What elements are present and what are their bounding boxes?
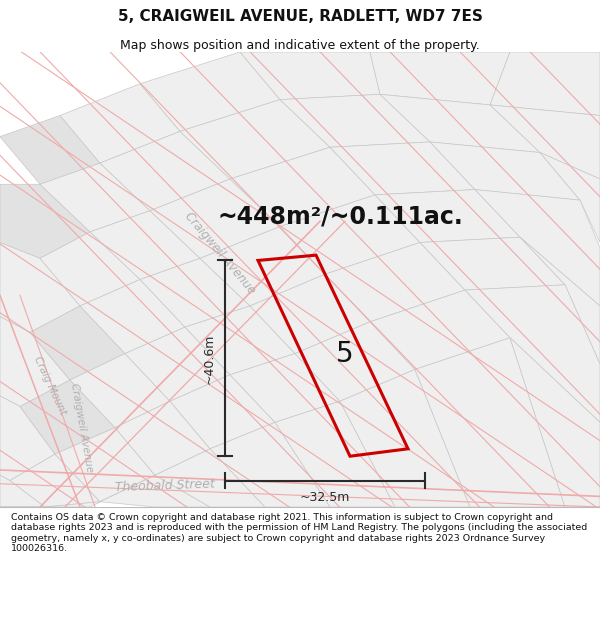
Polygon shape — [230, 354, 340, 422]
Polygon shape — [100, 475, 210, 507]
Text: ~40.6m: ~40.6m — [203, 333, 215, 384]
Polygon shape — [420, 237, 565, 290]
Polygon shape — [140, 52, 280, 131]
Polygon shape — [280, 94, 430, 148]
Polygon shape — [0, 475, 155, 507]
Polygon shape — [370, 52, 510, 105]
Polygon shape — [465, 285, 600, 422]
Polygon shape — [40, 163, 150, 232]
Polygon shape — [325, 242, 465, 322]
Polygon shape — [0, 242, 80, 332]
Polygon shape — [280, 195, 420, 274]
Text: ~32.5m: ~32.5m — [300, 491, 350, 504]
Text: ~448m²/~0.111ac.: ~448m²/~0.111ac. — [217, 204, 463, 228]
Text: Craigweil Avenue: Craigweil Avenue — [182, 209, 258, 297]
Polygon shape — [490, 52, 600, 116]
Polygon shape — [275, 401, 395, 507]
Polygon shape — [210, 422, 330, 507]
Text: Map shows position and indicative extent of the property.: Map shows position and indicative extent… — [120, 39, 480, 52]
Polygon shape — [170, 375, 275, 449]
Polygon shape — [380, 94, 540, 152]
Polygon shape — [30, 306, 125, 380]
Text: Theobald Street: Theobald Street — [115, 478, 215, 494]
Text: 5, CRAIGWEIL AVENUE, RADLETT, WD7 7ES: 5, CRAIGWEIL AVENUE, RADLETT, WD7 7ES — [118, 9, 482, 24]
Polygon shape — [490, 105, 600, 179]
Polygon shape — [510, 338, 600, 507]
Polygon shape — [540, 152, 600, 242]
Polygon shape — [125, 327, 230, 401]
Polygon shape — [240, 52, 380, 99]
Text: Craigweil Avenue: Craigweil Avenue — [69, 382, 95, 473]
Polygon shape — [230, 148, 375, 227]
Polygon shape — [55, 428, 155, 502]
Polygon shape — [90, 211, 200, 279]
Polygon shape — [40, 232, 140, 306]
Polygon shape — [415, 338, 565, 507]
Polygon shape — [0, 184, 90, 258]
Polygon shape — [250, 274, 370, 354]
Polygon shape — [330, 142, 475, 195]
Polygon shape — [70, 354, 170, 428]
Polygon shape — [375, 189, 520, 242]
Polygon shape — [115, 401, 210, 475]
Polygon shape — [180, 99, 330, 179]
Text: 5: 5 — [336, 339, 354, 367]
Polygon shape — [0, 396, 55, 481]
Polygon shape — [0, 475, 45, 507]
Text: Contains OS data © Crown copyright and database right 2021. This information is : Contains OS data © Crown copyright and d… — [11, 513, 587, 553]
Polygon shape — [0, 316, 70, 406]
Polygon shape — [60, 84, 180, 163]
Polygon shape — [155, 449, 265, 507]
Polygon shape — [475, 189, 600, 306]
Polygon shape — [295, 322, 415, 401]
Polygon shape — [80, 279, 185, 354]
Text: Craig Mount: Craig Mount — [32, 354, 68, 416]
Polygon shape — [370, 290, 510, 369]
Polygon shape — [340, 369, 470, 507]
Polygon shape — [150, 179, 280, 258]
Polygon shape — [140, 258, 250, 327]
Polygon shape — [10, 454, 100, 507]
Polygon shape — [200, 227, 325, 306]
Polygon shape — [20, 380, 115, 454]
Polygon shape — [185, 306, 295, 375]
Polygon shape — [100, 131, 230, 211]
Polygon shape — [520, 237, 600, 364]
Polygon shape — [430, 142, 580, 200]
Polygon shape — [0, 116, 100, 184]
